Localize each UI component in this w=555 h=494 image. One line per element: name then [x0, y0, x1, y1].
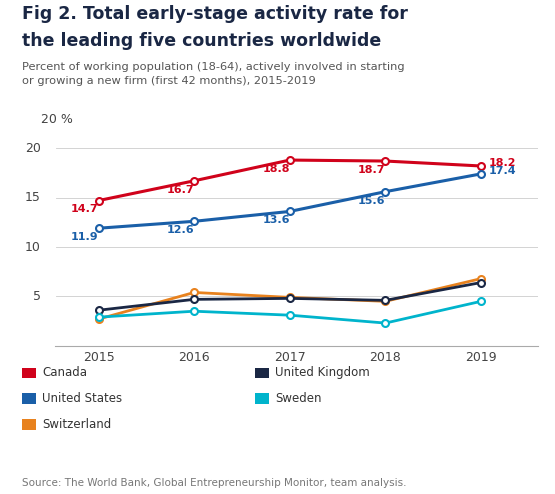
- Text: 11.9: 11.9: [71, 232, 99, 242]
- Text: Sweden: Sweden: [275, 392, 322, 405]
- Text: 5: 5: [33, 290, 41, 303]
- Text: 15.6: 15.6: [358, 196, 385, 206]
- Text: Percent of working population (18-64), actively involved in starting
or growing : Percent of working population (18-64), a…: [22, 62, 405, 86]
- Text: 16.7: 16.7: [166, 185, 194, 195]
- Text: the leading five countries worldwide: the leading five countries worldwide: [22, 32, 381, 50]
- Text: United Kingdom: United Kingdom: [275, 367, 370, 379]
- Text: United States: United States: [42, 392, 122, 405]
- Text: Canada: Canada: [42, 367, 87, 379]
- Text: 20: 20: [25, 142, 41, 155]
- Text: 17.4: 17.4: [488, 166, 516, 176]
- Text: 18.7: 18.7: [358, 165, 385, 175]
- Text: Switzerland: Switzerland: [42, 418, 112, 431]
- Text: Fig 2. Total early-stage activity rate for: Fig 2. Total early-stage activity rate f…: [22, 5, 408, 23]
- Text: 18.2: 18.2: [488, 158, 516, 168]
- Text: 13.6: 13.6: [263, 215, 290, 225]
- Text: 15: 15: [25, 191, 41, 204]
- Text: 10: 10: [25, 241, 41, 253]
- Text: 18.8: 18.8: [263, 164, 290, 174]
- Text: 14.7: 14.7: [71, 205, 99, 214]
- Text: 20 %: 20 %: [41, 113, 73, 126]
- Text: Source: The World Bank, Global Entrepreneurship Monitor, team analysis.: Source: The World Bank, Global Entrepren…: [22, 478, 407, 488]
- Text: 12.6: 12.6: [166, 225, 194, 235]
